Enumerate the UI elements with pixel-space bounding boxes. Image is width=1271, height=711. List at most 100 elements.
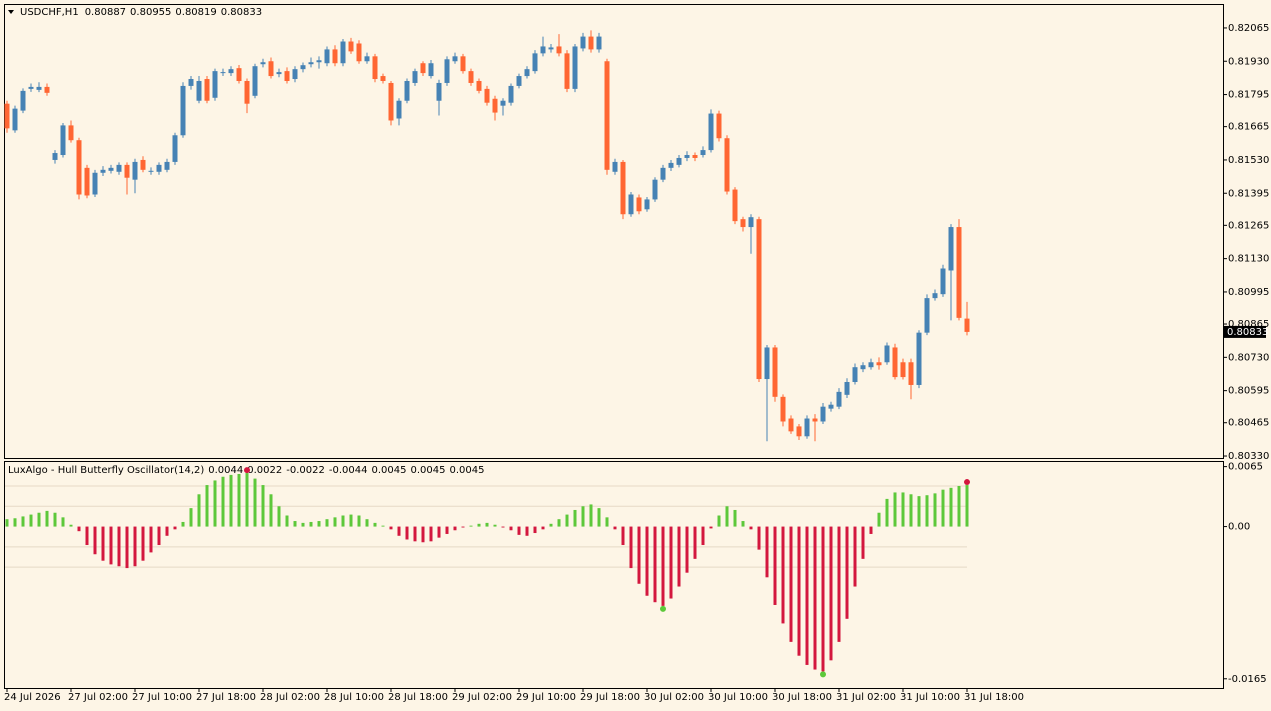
oscillator-bar xyxy=(557,519,561,527)
candle-body xyxy=(44,86,50,93)
candle-body xyxy=(828,404,834,409)
candle-body xyxy=(668,162,674,168)
oscillator-bar xyxy=(173,526,177,530)
oscillator-bar xyxy=(949,487,953,527)
oscillator-bar xyxy=(677,526,681,587)
candle-body xyxy=(156,164,162,172)
oscillator-bar xyxy=(549,523,553,527)
candle-body xyxy=(412,71,418,83)
oscillator-bar xyxy=(37,512,41,527)
x-tick-label: 29 Jul 10:00 xyxy=(516,692,576,703)
candle-body xyxy=(284,71,290,81)
candle-body xyxy=(444,59,450,83)
oscillator-dot xyxy=(820,671,826,678)
header-close: 0.80833 xyxy=(221,7,262,18)
candle-body xyxy=(900,362,906,378)
oscillator-bar xyxy=(805,526,809,665)
candle-body xyxy=(124,164,130,178)
candle-body xyxy=(212,71,218,98)
oscillator-dot xyxy=(964,479,970,486)
oscillator-bar xyxy=(573,509,577,527)
candle-body xyxy=(604,61,610,170)
candle-body xyxy=(324,49,330,64)
candle-body xyxy=(780,396,786,422)
oscillator-bar xyxy=(197,494,201,527)
oscillator-bar xyxy=(317,521,321,527)
oscillator-bar xyxy=(381,525,385,527)
candle-body xyxy=(836,391,842,407)
x-tick-label: 28 Jul 02:00 xyxy=(260,692,320,703)
candle-body xyxy=(452,56,458,62)
candle-body xyxy=(500,100,506,106)
oscillator-bar xyxy=(877,512,881,527)
oscillator-bar xyxy=(237,473,241,527)
candle-body xyxy=(676,157,682,165)
oscillator-bar xyxy=(245,473,249,527)
y-tick-label: 0.82065 xyxy=(1228,23,1269,34)
y-tick-label: 0.81795 xyxy=(1228,90,1269,101)
oscillator-bar xyxy=(157,526,161,546)
candle-body xyxy=(956,227,962,318)
candle-body xyxy=(812,418,818,422)
candle-body xyxy=(964,318,970,332)
oscillator-bar xyxy=(5,519,9,527)
oscillator-bar xyxy=(933,493,937,527)
oscillator-bar xyxy=(365,519,369,527)
oscillator-bar xyxy=(101,526,105,561)
x-tick-label: 27 Jul 18:00 xyxy=(196,692,256,703)
oscillator-bar xyxy=(341,515,345,527)
oscillator-bar xyxy=(845,526,849,619)
oscillator-bar xyxy=(741,521,745,527)
oscillator-bar xyxy=(765,526,769,578)
oscillator-bar xyxy=(301,522,305,527)
candle-body xyxy=(372,56,378,80)
oscillator-bar xyxy=(165,526,169,536)
oscillator-bar xyxy=(477,523,481,527)
oscillator-bar xyxy=(869,526,873,534)
candle-body xyxy=(692,155,698,158)
oscillator-bar xyxy=(181,521,185,527)
candle-body xyxy=(748,217,754,228)
oscillator-bar xyxy=(653,526,657,603)
x-tick-label: 29 Jul 02:00 xyxy=(452,692,512,703)
level-value: 0.0044 xyxy=(208,465,243,476)
oscillator-bar xyxy=(597,508,601,527)
oscillator-bar xyxy=(533,526,537,534)
candle-body xyxy=(932,293,938,299)
candle-body xyxy=(52,153,58,160)
y-tick-label: -0.0165 xyxy=(1228,674,1267,685)
candle-body xyxy=(164,161,170,170)
oscillator-bar xyxy=(581,506,585,527)
candle-body xyxy=(108,167,114,171)
candle-body xyxy=(364,56,370,62)
candle-body xyxy=(772,347,778,397)
menu-arrow[interactable] xyxy=(8,10,14,14)
candle-body xyxy=(172,135,178,162)
candle-body xyxy=(196,80,202,101)
header-low: 0.80819 xyxy=(175,7,216,18)
oscillator-bar xyxy=(389,526,393,530)
oscillator-bar xyxy=(965,485,969,527)
candle-body xyxy=(764,347,770,380)
candle-body xyxy=(876,362,882,366)
x-tick-label: 24 Jul 2026 xyxy=(4,692,61,703)
symbol-title: USDCHF,H1 xyxy=(20,7,79,18)
oscillator-bar xyxy=(277,506,281,527)
oscillator-header: LuxAlgo - Hull Butterfly Oscillator(14,2… xyxy=(8,465,484,476)
oscillator-bar xyxy=(261,485,265,527)
oscillator-bar xyxy=(373,522,377,527)
x-tick-label: 28 Jul 10:00 xyxy=(324,692,384,703)
oscillator-bar xyxy=(293,521,297,527)
candle-body xyxy=(332,49,338,64)
oscillator-title: LuxAlgo - Hull Butterfly Oscillator(14,2… xyxy=(8,465,204,476)
candle-body xyxy=(588,36,594,50)
oscillator-bar xyxy=(405,526,409,540)
oscillator-bar xyxy=(453,526,457,531)
candle-body xyxy=(68,125,74,141)
oscillator-bar xyxy=(77,526,81,532)
oscillator-bar xyxy=(797,526,801,656)
oscillator-bar xyxy=(917,496,921,527)
oscillator-bar xyxy=(661,526,665,606)
